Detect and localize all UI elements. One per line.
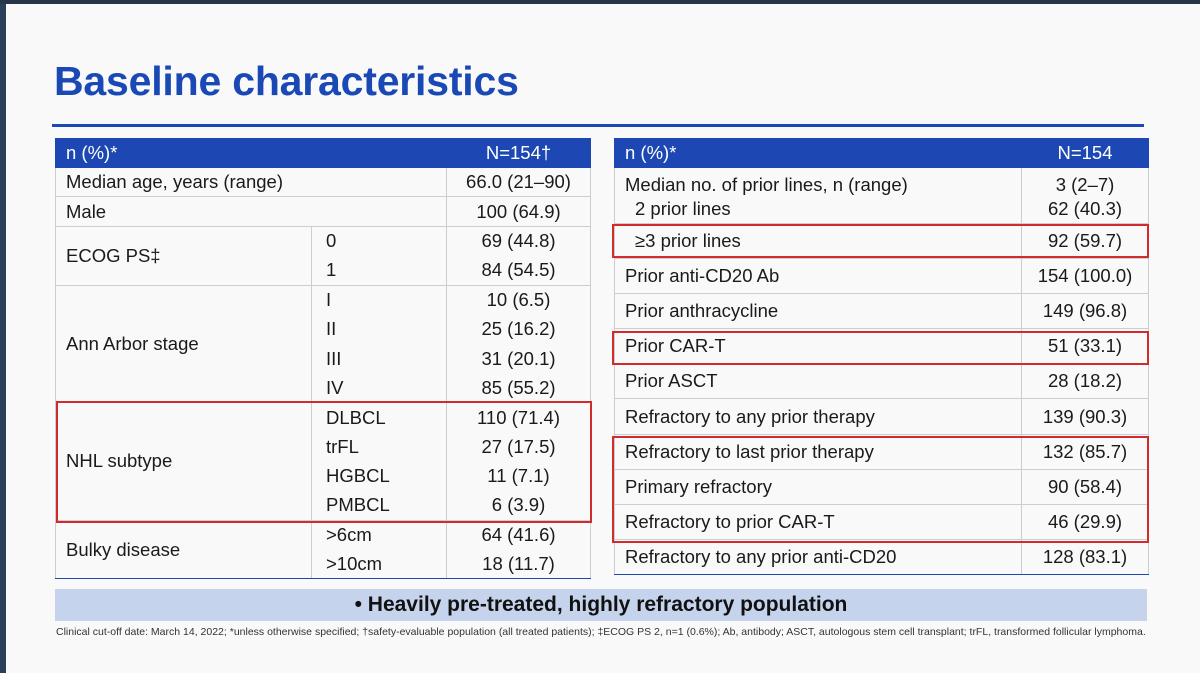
row-label: 2 prior lines	[614, 196, 1022, 224]
table-row: Refractory to any prior anti-CD20 128 (8…	[614, 539, 1149, 576]
row-value: 85 (55.2)	[446, 373, 591, 404]
table-header-row: n (%)* N=154	[614, 138, 1149, 168]
table-row: Refractory to last prior therapy 132 (85…	[614, 434, 1149, 470]
row-value: 154 (100.0)	[1021, 258, 1149, 294]
row-value: 11 (7.1)	[446, 461, 591, 491]
row-value: 110 (71.4)	[446, 402, 591, 433]
table-row: 1 84 (54.5)	[56, 255, 591, 286]
table-row: ≥3 prior lines 92 (59.7)	[614, 223, 1149, 259]
row-label: ECOG PS‡	[55, 226, 312, 286]
demographics-table: n (%)* N=154† Median age, years (range) …	[55, 138, 591, 580]
row-label: Male	[55, 196, 447, 227]
header-label: n (%)*	[614, 138, 1022, 168]
row-value: 90 (58.4)	[1021, 469, 1149, 506]
table-row: Primary refractory 90 (58.4)	[614, 469, 1149, 506]
slide-title: Baseline characteristics	[54, 58, 519, 104]
prior-therapy-table: n (%)* N=154 Median no. of prior lines, …	[614, 138, 1149, 576]
row-sublabel: >6cm	[311, 520, 447, 550]
row-value: 31 (20.1)	[446, 343, 591, 374]
row-sublabel: II	[311, 314, 447, 344]
row-value: 6 (3.9)	[446, 490, 591, 521]
row-value: 3 (2–7)	[1021, 167, 1149, 196]
table-row: Prior anti-CD20 Ab 154 (100.0)	[614, 258, 1149, 294]
table-row: HGBCL 11 (7.1)	[56, 461, 591, 491]
row-value: 66.0 (21–90)	[446, 167, 591, 198]
table-row: Refractory to any prior therapy 139 (90.…	[614, 398, 1149, 435]
row-sublabel: trFL	[311, 432, 447, 462]
row-value: 27 (17.5)	[446, 432, 591, 462]
row-value: 51 (33.1)	[1021, 328, 1149, 365]
row-value: 18 (11.7)	[446, 549, 591, 580]
table-row: 2 prior lines 62 (40.3)	[614, 196, 1149, 224]
row-label: Prior ASCT	[614, 363, 1022, 400]
table-row: Median no. of prior lines, n (range) 3 (…	[614, 167, 1149, 196]
table-row: Prior ASCT 28 (18.2)	[614, 363, 1149, 400]
row-sublabel: DLBCL	[311, 402, 447, 433]
footnote: Clinical cut-off date: March 14, 2022; *…	[56, 626, 1146, 638]
table-row: Median age, years (range) 66.0 (21–90)	[55, 167, 591, 198]
key-message-banner: • Heavily pre-treated, highly refractory…	[55, 589, 1147, 621]
row-value: 128 (83.1)	[1021, 539, 1149, 576]
table-row: III 31 (20.1)	[56, 343, 591, 374]
table-row: Prior CAR-T 51 (33.1)	[614, 328, 1149, 365]
row-value: 64 (41.6)	[446, 520, 591, 550]
row-label: Bulky disease	[55, 520, 312, 580]
window-frame-left	[0, 0, 6, 673]
row-value: 139 (90.3)	[1021, 398, 1149, 435]
row-value: 149 (96.8)	[1021, 293, 1149, 330]
title-underline	[52, 124, 1144, 127]
row-sublabel: 0	[311, 226, 447, 256]
row-label: Prior CAR-T	[614, 328, 1022, 365]
table-row: NHL subtype DLBCL 110 (71.4)	[55, 402, 591, 521]
row-value: 28 (18.2)	[1021, 363, 1149, 400]
row-value: 100 (64.9)	[446, 196, 591, 227]
table-row: Refractory to prior CAR-T 46 (29.9)	[614, 504, 1149, 541]
row-value: 84 (54.5)	[446, 255, 591, 286]
row-value: 92 (59.7)	[1021, 223, 1149, 259]
table-row: Prior anthracycline 149 (96.8)	[614, 293, 1149, 330]
row-label: ≥3 prior lines	[614, 223, 1022, 259]
table-row: II 25 (16.2)	[56, 314, 591, 344]
table-header-row: n (%)* N=154†	[55, 138, 591, 168]
row-label: Prior anti-CD20 Ab	[614, 258, 1022, 294]
table-row: Bulky disease >6cm 64 (41.6)	[55, 520, 591, 580]
row-label: Refractory to any prior therapy	[614, 398, 1022, 435]
table-row: Male 100 (64.9)	[55, 196, 591, 227]
row-value: 132 (85.7)	[1021, 434, 1149, 470]
row-label: Refractory to any prior anti-CD20	[614, 539, 1022, 576]
row-value: 62 (40.3)	[1021, 196, 1149, 224]
row-label: Median no. of prior lines, n (range)	[614, 167, 1022, 196]
row-sublabel: 1	[311, 255, 447, 286]
row-label: Prior anthracycline	[614, 293, 1022, 330]
banner-text: • Heavily pre-treated, highly refractory…	[354, 593, 848, 616]
row-label: Median age, years (range)	[55, 167, 447, 198]
window-frame-top	[0, 0, 1200, 4]
row-sublabel: >10cm	[311, 549, 447, 580]
row-label: Ann Arbor stage	[55, 285, 312, 404]
row-label: Refractory to prior CAR-T	[614, 504, 1022, 541]
row-sublabel: IV	[311, 373, 447, 404]
table-row: PMBCL 6 (3.9)	[56, 490, 591, 521]
row-value: 25 (16.2)	[446, 314, 591, 344]
row-value: 46 (29.9)	[1021, 504, 1149, 541]
row-sublabel: I	[311, 285, 447, 315]
row-label: Refractory to last prior therapy	[614, 434, 1022, 470]
header-n: N=154	[1021, 138, 1149, 168]
header-label: n (%)*	[55, 138, 447, 168]
row-sublabel: HGBCL	[311, 461, 447, 491]
row-value: 10 (6.5)	[446, 285, 591, 315]
table-row: trFL 27 (17.5)	[56, 432, 591, 462]
row-value: 69 (44.8)	[446, 226, 591, 256]
header-n: N=154†	[446, 138, 591, 168]
row-label: NHL subtype	[55, 402, 312, 521]
table-row: Ann Arbor stage I 10 (6.5)	[55, 285, 591, 404]
row-label: Primary refractory	[614, 469, 1022, 506]
table-row: ECOG PS‡ 0 69 (44.8)	[55, 226, 591, 286]
table-row: IV 85 (55.2)	[56, 373, 591, 404]
row-sublabel: PMBCL	[311, 490, 447, 521]
table-row: >10cm 18 (11.7)	[56, 549, 591, 580]
row-sublabel: III	[311, 343, 447, 374]
